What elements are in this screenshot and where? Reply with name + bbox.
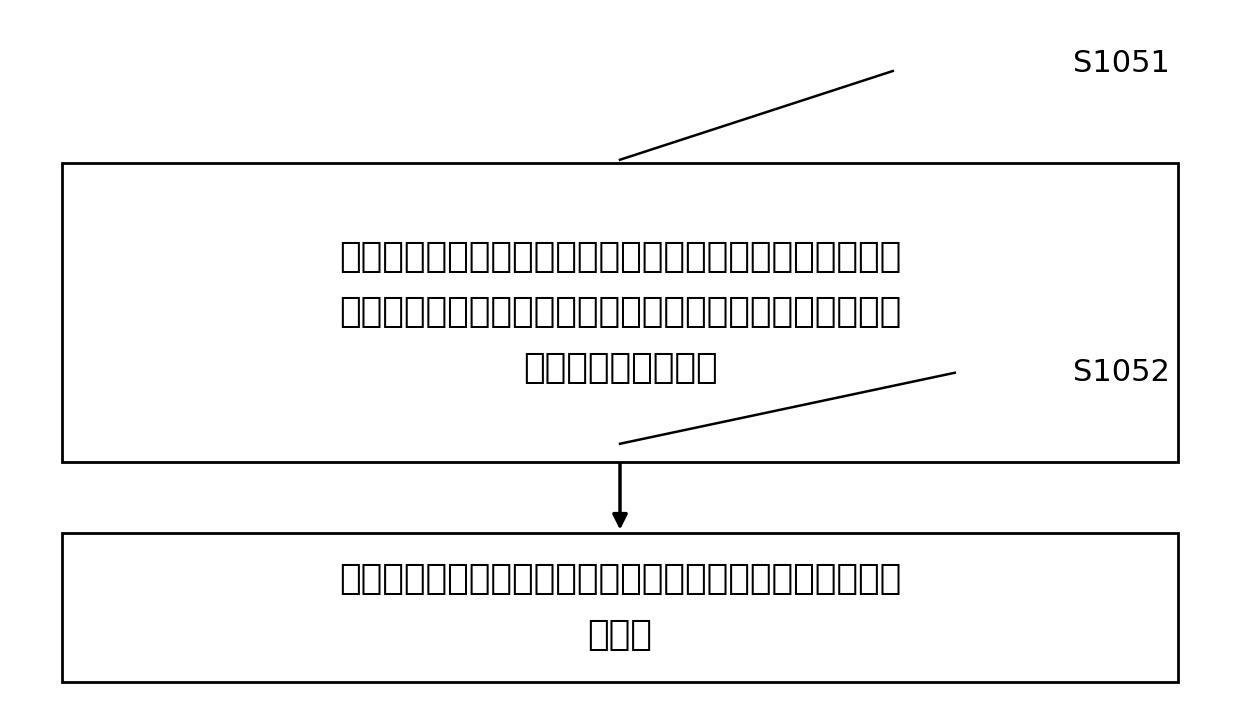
Text: S1052: S1052: [1073, 359, 1169, 387]
FancyBboxPatch shape: [62, 532, 1178, 682]
FancyBboxPatch shape: [62, 163, 1178, 462]
Text: 使用优化算法对所述优化准则进行优化，获得最优窗口宽度
参数值: 使用优化算法对所述优化准则进行优化，获得最优窗口宽度 参数值: [339, 562, 901, 652]
Text: 建立所述集成核密度估计器的窗口宽度参数的优化准则，对
所述集成核密度估计器的初始窗口宽度参数进行优化，获得
第一窗口宽度参数值: 建立所述集成核密度估计器的窗口宽度参数的优化准则，对 所述集成核密度估计器的初始…: [339, 240, 901, 385]
Text: S1051: S1051: [1073, 50, 1169, 78]
